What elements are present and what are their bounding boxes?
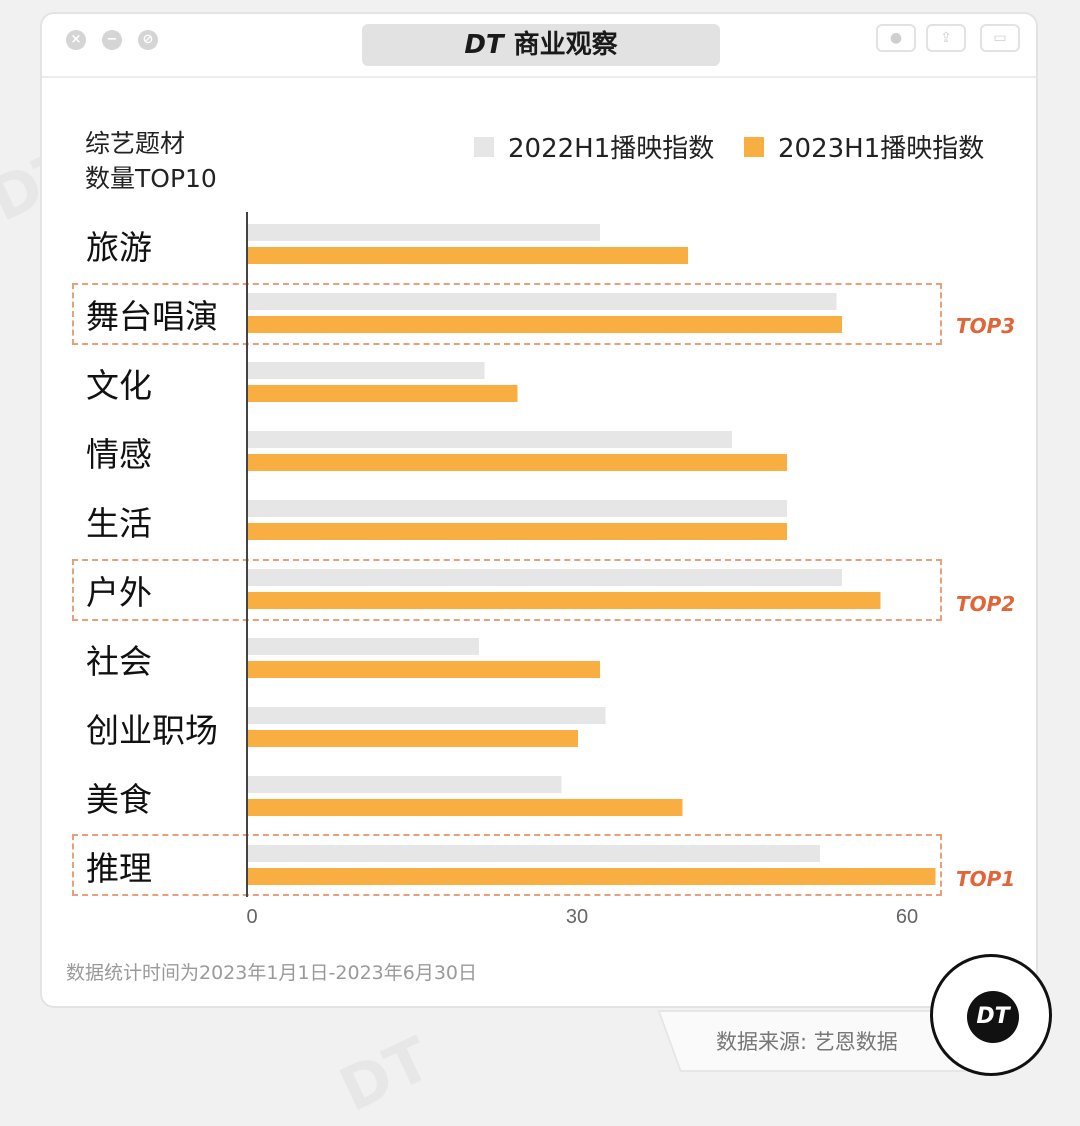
legend-2023: 2023H1播映指数 (744, 128, 984, 165)
subtitle-line1: 综艺题材 (85, 129, 186, 158)
bar-2023 (248, 316, 842, 333)
legend-label-2023: 2023H1播映指数 (778, 134, 985, 164)
bar-2023 (248, 454, 787, 471)
bar-2022 (248, 500, 787, 517)
category-label: 文化 (86, 366, 152, 405)
legend-2022: 2022H1播映指数 (474, 128, 714, 165)
top1-highlight-box (72, 834, 942, 896)
category-label: 户外 (86, 573, 152, 612)
legend-swatch-2023 (744, 136, 764, 157)
category-label: 美食 (86, 780, 152, 819)
bar-2023 (248, 730, 578, 747)
category-label: 舞台唱演 (86, 297, 218, 336)
bar-2023 (248, 247, 688, 264)
bar-2023 (248, 523, 787, 540)
bar-2022 (248, 638, 479, 655)
bar-2022 (248, 293, 837, 310)
bar-2022 (248, 224, 600, 241)
bar-2022 (248, 707, 606, 724)
app-window: × − ⊘ DT 商业观察 ● ⇪ ▭ (40, 12, 1038, 1008)
subtitle-line2: 数量TOP10 (85, 164, 217, 193)
category-label: 推理 (86, 849, 152, 888)
bar-2022 (248, 362, 485, 379)
bar-2022 (248, 431, 732, 448)
legend-label-2022: 2022H1播映指数 (508, 134, 715, 164)
bar-2023 (248, 661, 600, 678)
category-label: 旅游 (86, 228, 152, 267)
footnote: 数据统计时间为2023年1月1日-2023年6月30日 (66, 962, 478, 984)
top1-label: TOP1 (956, 867, 1016, 891)
top2-label: TOP2 (956, 592, 1016, 616)
bar-2023 (248, 385, 518, 402)
dt-badge-logo: DT (967, 991, 1019, 1043)
x-tick-label: 0 (246, 906, 257, 928)
record-icon[interactable]: ● (876, 24, 916, 52)
title-text: 商业观察 (513, 30, 618, 60)
bar-2022 (248, 776, 562, 793)
data-source: 数据来源: 艺恩数据 (716, 1030, 898, 1054)
share-icon[interactable]: ⇪ (926, 24, 966, 52)
top3-highlight-box (72, 283, 942, 345)
top3-label: TOP3 (956, 314, 1016, 338)
block-icon[interactable]: ⊘ (138, 30, 158, 50)
brand-mark: DT (464, 30, 504, 60)
bar-2023 (248, 799, 683, 816)
legend-swatch-2022 (474, 136, 494, 157)
category-label: 创业职场 (86, 711, 218, 750)
close-icon[interactable]: × (66, 30, 86, 50)
chart-subtitle: 综艺题材 数量TOP10 (85, 126, 217, 196)
bar-2022 (248, 845, 820, 862)
top2-highlight-box (72, 559, 942, 621)
bar-2023 (248, 868, 936, 885)
bar-2023 (248, 592, 881, 609)
window-title: DT 商业观察 (362, 24, 720, 66)
window-icon[interactable]: ▭ (980, 24, 1020, 52)
title-bar: × − ⊘ DT 商业观察 ● ⇪ ▭ (42, 14, 1036, 78)
x-tick-label: 30 (566, 906, 588, 928)
x-tick-label: 60 (896, 906, 918, 928)
minimize-icon[interactable]: − (102, 30, 122, 50)
category-label: 社会 (86, 642, 152, 681)
bar-2022 (248, 569, 842, 586)
category-label: 情感 (86, 435, 152, 474)
category-label: 生活 (86, 504, 152, 543)
